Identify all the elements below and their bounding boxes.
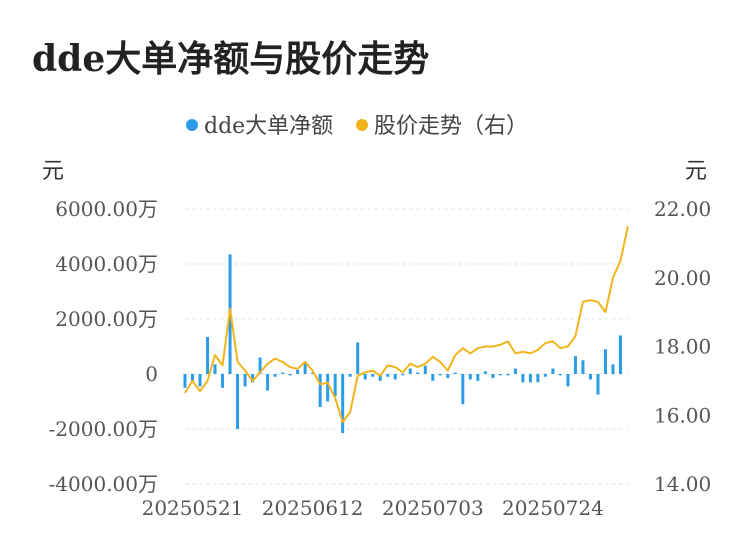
dde-bar <box>243 374 247 387</box>
dde-bar <box>423 365 427 374</box>
legend-label-price: 股价走势（右） <box>374 114 528 139</box>
left-tick-label: -2000.00万 <box>49 417 158 441</box>
dde-bar <box>573 356 577 374</box>
right-tick-label: 18.00 <box>654 335 711 359</box>
dde-bar <box>408 368 412 374</box>
dde-bar <box>536 374 540 383</box>
dde-bar <box>251 374 255 383</box>
dde-bar <box>491 374 495 379</box>
x-tick-label: 20250612 <box>262 496 364 520</box>
dde-bar <box>221 374 225 388</box>
dde-bar <box>356 342 360 374</box>
dde-bar <box>416 372 420 374</box>
dde-bar <box>558 374 562 376</box>
right-tick-label: 20.00 <box>654 266 711 290</box>
dde-bar <box>566 374 570 387</box>
dde-bar <box>611 364 615 374</box>
dde-bar <box>506 374 510 376</box>
right-axis-ticks: 22.00 20.00 18.00 16.00 14.00 <box>654 197 711 496</box>
dde-bar <box>543 374 547 377</box>
dde-bar <box>498 374 502 376</box>
left-axis-ticks: 6000.00万 4000.00万 2000.00万 0 -2000.00万 -4000.… <box>49 197 158 496</box>
dde-bar <box>326 374 330 402</box>
dde-bar <box>618 335 622 374</box>
legend-marker-price <box>356 119 368 131</box>
dde-bar <box>393 374 397 380</box>
dde-bar <box>431 374 435 381</box>
dde-bar <box>363 374 367 380</box>
dde-bar <box>378 374 382 381</box>
left-tick-label: 4000.00万 <box>55 252 158 276</box>
dde-bar <box>588 374 592 380</box>
dde-bar <box>453 372 457 374</box>
x-axis-ticks: 20250521 20250612 20250703 20250724 <box>142 496 604 520</box>
legend-label-dde: dde大单净额 <box>204 114 333 139</box>
dde-bar <box>183 374 187 388</box>
dde-bar <box>348 374 352 377</box>
dde-bar <box>371 374 375 377</box>
dde-bar <box>483 371 487 374</box>
left-tick-label: 0 <box>145 362 158 386</box>
chart-title: dde大单净额与股价走势 <box>32 38 430 80</box>
dde-bars <box>183 254 622 434</box>
left-tick-label: -4000.00万 <box>49 472 158 496</box>
dde-bar <box>476 374 480 381</box>
dde-bar <box>581 360 585 374</box>
dde-bar <box>596 374 600 395</box>
x-tick-label: 20250521 <box>142 496 244 520</box>
gridlines <box>185 208 628 485</box>
dde-bar <box>273 374 277 377</box>
dde-bar <box>258 357 262 374</box>
dde-bar <box>318 374 322 407</box>
dde-bar <box>206 336 210 374</box>
right-tick-label: 16.00 <box>654 403 711 427</box>
price-polyline <box>184 225 629 424</box>
dde-bar <box>521 374 525 383</box>
dde-bar <box>296 369 300 374</box>
right-tick-label: 22.00 <box>654 197 711 221</box>
legend: dde大单净额 股价走势（右） <box>186 114 528 139</box>
left-tick-label: 2000.00万 <box>55 307 158 331</box>
dde-bar <box>341 374 345 434</box>
dde-bar <box>513 368 517 374</box>
price-line <box>184 225 629 424</box>
x-tick-label: 20250724 <box>502 496 604 520</box>
x-tick-label: 20250703 <box>382 496 484 520</box>
dde-bar <box>461 374 465 405</box>
dde-bar <box>386 374 390 377</box>
dde-bar <box>266 374 270 391</box>
dde-bar <box>288 374 292 376</box>
dde-bar <box>236 374 240 429</box>
dde-bar <box>311 372 315 374</box>
dde-bar <box>191 374 195 383</box>
dde-bar <box>446 374 450 379</box>
dde-bar <box>213 364 217 374</box>
right-axis-unit: 元 <box>685 159 707 184</box>
left-tick-label: 6000.00万 <box>55 197 158 221</box>
dde-bar <box>551 368 555 374</box>
dde-bar <box>438 374 442 376</box>
dde-bar <box>603 349 607 374</box>
dde-bar <box>528 374 532 383</box>
left-axis-unit: 元 <box>42 159 64 184</box>
dde-bar <box>281 372 285 374</box>
right-tick-label: 14.00 <box>654 472 711 496</box>
legend-marker-dde <box>186 119 198 131</box>
dde-bar <box>333 374 337 396</box>
dde-bar <box>303 361 307 374</box>
dde-bar <box>468 374 472 380</box>
dde-bar <box>401 374 405 376</box>
dde-bar <box>198 374 202 387</box>
